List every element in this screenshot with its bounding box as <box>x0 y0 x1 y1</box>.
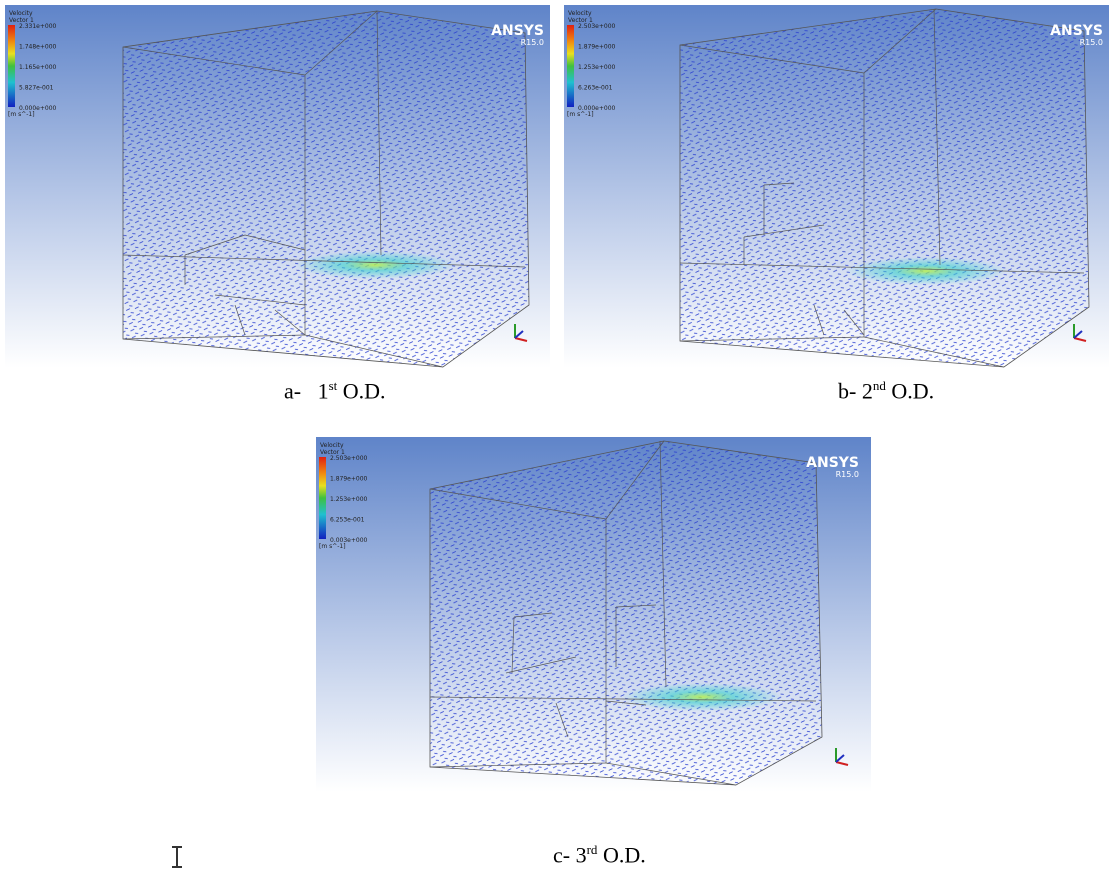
brand: ANSYS <box>491 23 544 39</box>
domain-box <box>123 11 529 367</box>
legend-tick-label: 2.503e+000 <box>330 455 368 462</box>
caption: a- 1st O.D. <box>284 378 386 404</box>
version: R15.0 <box>836 470 859 479</box>
legend-tick-label: 1.879e+000 <box>330 476 368 483</box>
caption-prefix: a- <box>284 378 301 403</box>
jet-region <box>295 251 455 279</box>
caption-prefix: c- <box>553 842 570 867</box>
legend-tick-label: 1.879e+000 <box>578 44 616 51</box>
legend-tick-label: 1.253e+000 <box>578 64 616 71</box>
caption-suffix: st <box>329 378 338 393</box>
caption-number: 3 <box>576 842 587 867</box>
color-bar <box>8 25 15 107</box>
legend-unit: [m s^-1] <box>8 111 35 118</box>
legend-tick-label: 2.503e+000 <box>578 23 616 30</box>
caption-tail: O.D. <box>343 378 386 403</box>
version: R15.0 <box>521 38 544 47</box>
version: R15.0 <box>1080 38 1103 47</box>
caption: b- 2nd O.D. <box>838 378 934 404</box>
legend-unit: [m s^-1] <box>319 543 346 550</box>
domain-box <box>680 9 1089 367</box>
brand: ANSYS <box>806 455 859 471</box>
legend-tick-label: 1.165e+000 <box>19 64 57 71</box>
legend-tick-label: 5.827e-001 <box>19 85 54 92</box>
color-bar <box>319 457 326 539</box>
color-bar <box>567 25 574 107</box>
caption-suffix: rd <box>587 842 598 857</box>
legend-tick-label: 1.253e+000 <box>330 496 368 503</box>
caption-prefix: b- <box>838 378 856 403</box>
legend-tick-label: 2.331e+000 <box>19 23 57 30</box>
caption-number: 2 <box>862 378 873 403</box>
legend-tick-label: 1.748e+000 <box>19 44 57 51</box>
page: VelocityVector 12.331e+0001.748e+0001.16… <box>0 0 1111 875</box>
legend-unit: [m s^-1] <box>567 111 594 118</box>
legend-title: Velocity <box>9 10 33 17</box>
jet-region <box>622 683 782 711</box>
caption-number: 1 <box>318 378 329 403</box>
text-cursor <box>176 846 178 868</box>
caption-tail: O.D. <box>891 378 934 403</box>
legend-tick-label: 6.263e-001 <box>578 85 613 92</box>
legend-title: Velocity <box>320 442 344 449</box>
legend-tick-label: 6.253e-001 <box>330 517 365 524</box>
brand: ANSYS <box>1050 23 1103 39</box>
caption-suffix: nd <box>873 378 886 393</box>
legend-title: Velocity <box>568 10 592 17</box>
caption-tail: O.D. <box>603 842 646 867</box>
jet-region <box>846 257 1006 285</box>
caption: c- 3rd O.D. <box>553 842 646 868</box>
